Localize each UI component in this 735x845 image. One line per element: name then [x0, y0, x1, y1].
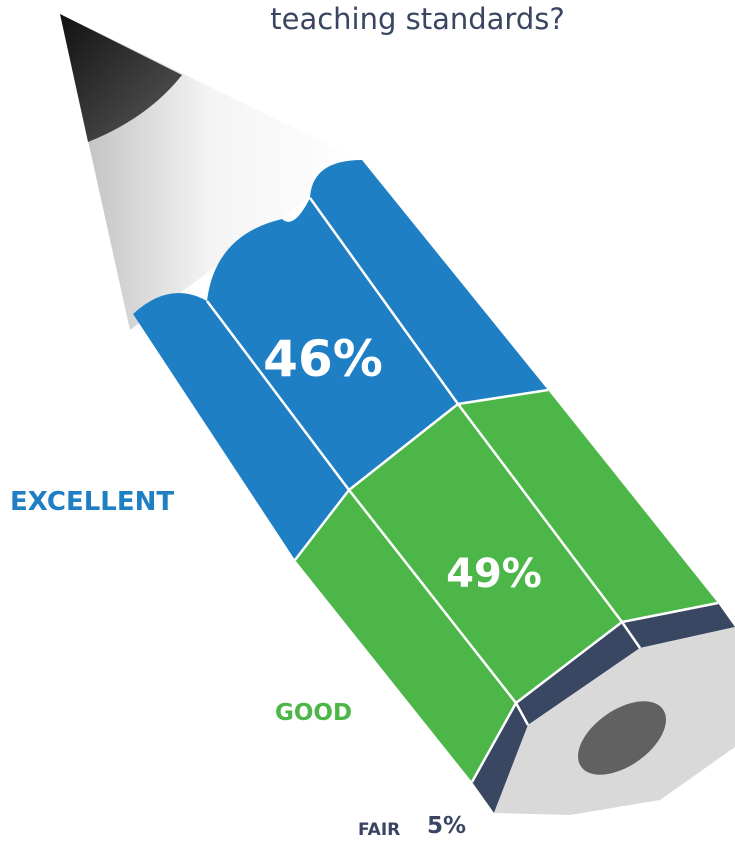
category-label-good: GOOD — [275, 700, 353, 726]
pencil-end-lead — [578, 701, 666, 775]
bar-fair — [472, 603, 735, 813]
bar-excellent — [133, 160, 548, 560]
bar-good — [295, 390, 718, 782]
category-label-fair: FAIR — [358, 820, 401, 840]
category-label-excellent: EXCELLENT — [10, 487, 175, 517]
pencil-lead — [60, 14, 182, 142]
pct-label-good: 49% — [446, 551, 542, 597]
pct-label-fair: 5% — [427, 813, 467, 839]
pct-label-excellent: 46% — [263, 330, 383, 388]
pencil-facets — [206, 197, 719, 783]
chart-title: teaching standards? — [270, 2, 565, 36]
